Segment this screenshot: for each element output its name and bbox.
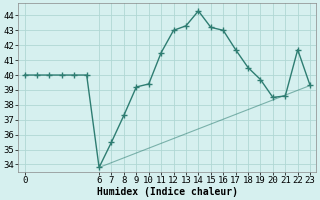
X-axis label: Humidex (Indice chaleur): Humidex (Indice chaleur): [97, 186, 238, 197]
